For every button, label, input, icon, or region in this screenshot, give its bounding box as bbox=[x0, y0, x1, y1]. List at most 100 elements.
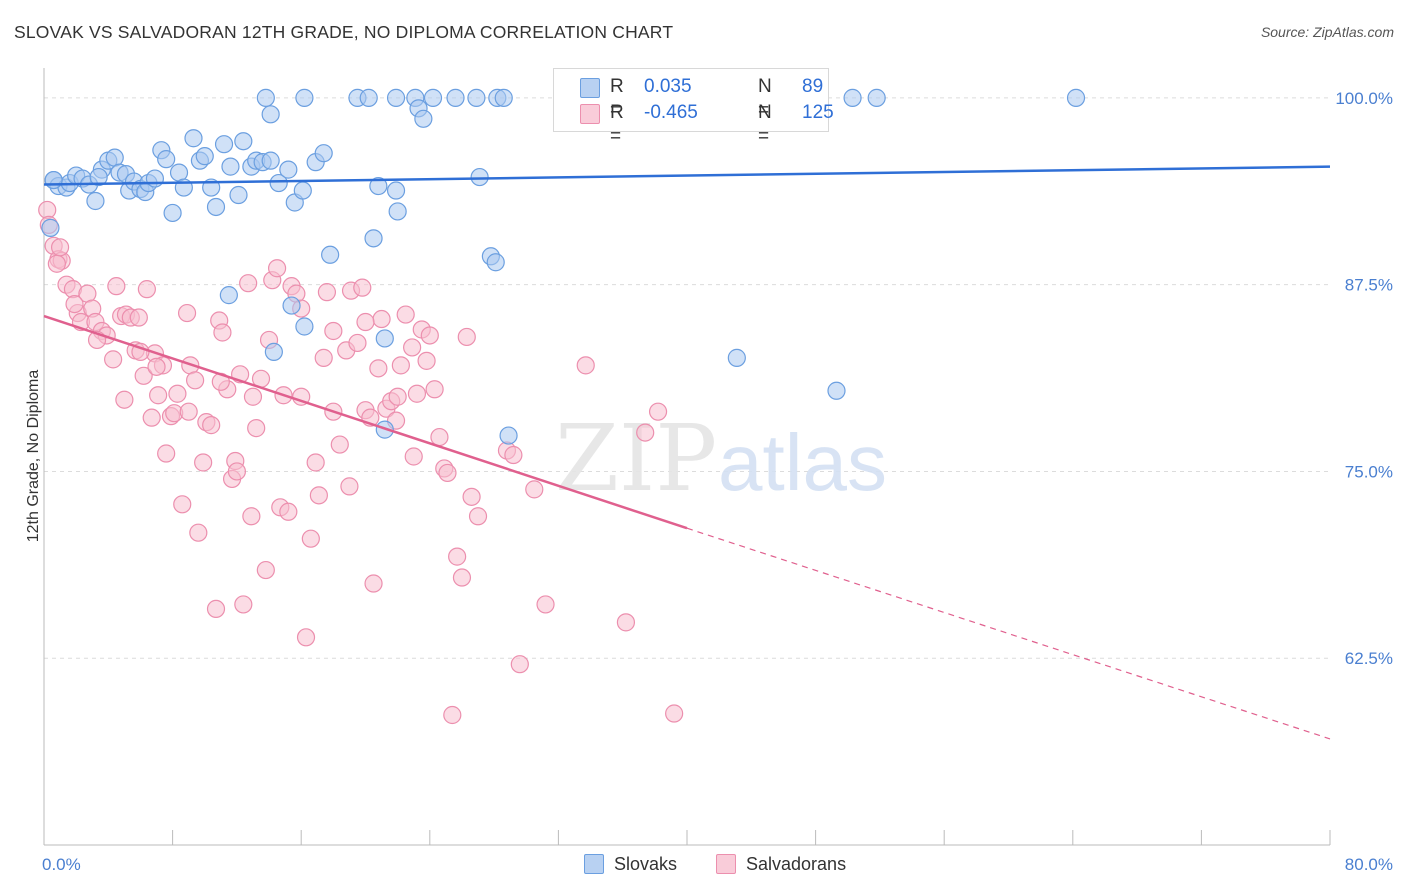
salvadoran-point bbox=[296, 628, 316, 647]
slovak-point bbox=[221, 157, 240, 176]
salvadoran-point bbox=[256, 560, 275, 580]
slovak-point bbox=[321, 245, 340, 264]
slovak-point bbox=[843, 88, 862, 107]
salvadoran-point bbox=[247, 419, 266, 438]
salvadoran-point bbox=[149, 386, 168, 405]
slovak-point bbox=[375, 329, 394, 348]
x-tick-label-max: 80.0% bbox=[1345, 855, 1393, 874]
legend-n-label: N = bbox=[758, 76, 772, 121]
slovak-point bbox=[163, 203, 182, 223]
salvadoran-point bbox=[202, 416, 221, 435]
salvadoran-trend-extension bbox=[686, 527, 1331, 740]
salvadoran-point bbox=[173, 495, 192, 514]
slovak-point bbox=[467, 88, 486, 107]
salvadoran-point bbox=[525, 480, 544, 499]
salvadoran-point bbox=[309, 486, 328, 505]
slovak-point bbox=[269, 173, 288, 193]
salvadoran-point bbox=[340, 477, 359, 496]
salvadoran-point bbox=[47, 254, 66, 273]
legend-r-label: R = bbox=[610, 76, 624, 121]
legend-box: R = 0.035 N = 89 R = -0.465 N = 125 bbox=[553, 68, 834, 147]
salvadoran-point bbox=[391, 356, 410, 375]
salvadoran-point bbox=[462, 487, 481, 506]
salvadoran-point bbox=[404, 447, 423, 466]
bottom-legend-label-salvadorans: Salvadorans bbox=[746, 854, 847, 874]
salvadoran-point bbox=[536, 595, 555, 614]
salvadoran-point bbox=[234, 595, 253, 614]
slovak-point bbox=[494, 88, 513, 107]
slovak-point bbox=[219, 286, 238, 305]
salvadoran-point bbox=[369, 359, 388, 378]
slovak-point bbox=[295, 88, 314, 107]
salvadoran-point bbox=[107, 277, 126, 296]
salvadoran-point bbox=[403, 338, 422, 357]
slovak-point bbox=[184, 129, 203, 148]
slovak-trend-line bbox=[43, 165, 1331, 186]
salvadoran-point bbox=[372, 309, 391, 329]
salvadoran-point bbox=[292, 387, 311, 406]
salvadoran-point bbox=[314, 348, 333, 367]
salvadoran-point bbox=[104, 350, 123, 369]
salvadoran-point bbox=[267, 259, 287, 278]
salvadoran-point bbox=[364, 574, 383, 593]
slovak-point bbox=[256, 88, 275, 107]
salvadoran-point bbox=[142, 408, 161, 427]
salvadoran-point bbox=[177, 303, 197, 323]
salvadoran-point bbox=[189, 523, 208, 542]
slovak-point bbox=[86, 191, 105, 211]
salvadoran-point bbox=[636, 423, 655, 442]
watermark-atlas: atlas bbox=[718, 418, 887, 507]
salvadoran-point bbox=[206, 599, 226, 619]
salvadoran-point bbox=[438, 463, 457, 483]
slovak-point bbox=[279, 160, 298, 179]
legend-r-value: -0.465 bbox=[644, 102, 698, 123]
slovak-point bbox=[388, 202, 407, 221]
salvadoran-point bbox=[213, 323, 232, 342]
bottom-legend: Slovaks Salvadorans bbox=[0, 852, 1406, 876]
salvadoran-point bbox=[616, 613, 636, 632]
salvadoran-point bbox=[317, 283, 337, 302]
salvadoran-point bbox=[179, 402, 198, 421]
slovak-point bbox=[359, 88, 378, 107]
salvadoran-point bbox=[330, 435, 349, 454]
slovak-point bbox=[867, 88, 886, 107]
legend-n-value: 125 bbox=[802, 102, 834, 123]
salvadoran-point bbox=[353, 278, 372, 297]
slovak-point bbox=[229, 185, 248, 205]
slovak-point bbox=[206, 197, 226, 217]
slovak-point bbox=[314, 144, 333, 163]
slovak-point bbox=[293, 181, 312, 200]
salvadoran-point bbox=[301, 529, 320, 548]
salvadoran-point bbox=[115, 390, 134, 409]
y-tick-label: 100.0% bbox=[1335, 89, 1393, 108]
slovak-point bbox=[282, 296, 301, 315]
salvadoran-point bbox=[38, 200, 57, 220]
slovak-points bbox=[41, 88, 1086, 445]
salvadoran-point bbox=[452, 568, 472, 587]
salvadoran-point bbox=[157, 444, 176, 463]
legend-swatch-salvadorans bbox=[580, 104, 600, 124]
salvadoran-trend-line bbox=[43, 314, 688, 530]
y-tick-label: 62.5% bbox=[1345, 649, 1393, 668]
slovak-point bbox=[145, 169, 165, 188]
slovak-point bbox=[499, 426, 518, 445]
salvadoran-points bbox=[38, 200, 684, 725]
salvadoran-point bbox=[407, 384, 427, 403]
y-axis-label: 12th Grade, No Diploma bbox=[25, 370, 42, 543]
source-credit: Source: ZipAtlas.com bbox=[1260, 24, 1394, 40]
slovak-point bbox=[41, 218, 60, 237]
legend-r-label: R = bbox=[610, 102, 624, 147]
salvadoran-point bbox=[468, 507, 488, 526]
salvadoran-point bbox=[388, 387, 407, 406]
bottom-legend-swatch-slovaks bbox=[584, 854, 604, 874]
trend-lines bbox=[43, 165, 1331, 740]
slovak-point bbox=[214, 135, 234, 154]
salvadoran-point bbox=[324, 321, 343, 341]
chart-title: SLOVAK VS SALVADORAN 12TH GRADE, NO DIPL… bbox=[14, 22, 674, 42]
slovak-point bbox=[261, 151, 280, 170]
axis-layer bbox=[43, 68, 1331, 846]
salvadoran-point bbox=[186, 371, 205, 390]
salvadoran-point bbox=[243, 387, 263, 406]
salvadoran-point bbox=[420, 326, 439, 345]
slovak-point bbox=[89, 167, 108, 187]
